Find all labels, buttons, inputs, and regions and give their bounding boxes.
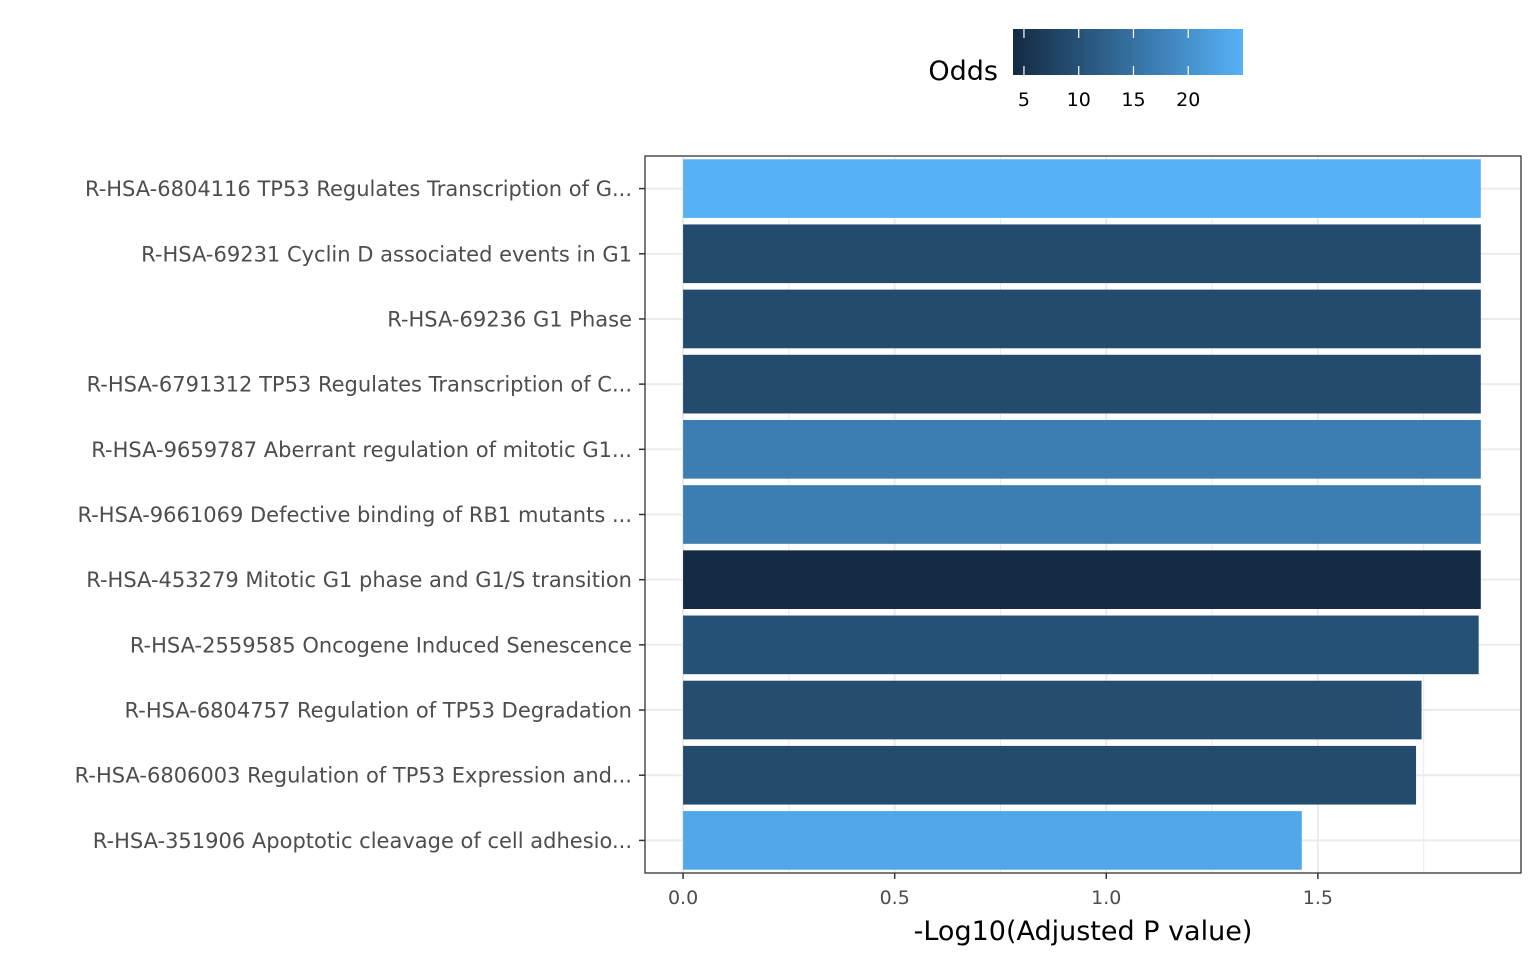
bars bbox=[683, 159, 1481, 870]
y-tick-label: R-HSA-6791312 TP53 Regulates Transcripti… bbox=[87, 373, 632, 397]
y-tick-label: R-HSA-2559585 Oncogene Induced Senescenc… bbox=[130, 633, 632, 657]
x-tick-label: 1.5 bbox=[1303, 887, 1333, 909]
y-tick-label: R-HSA-69236 G1 Phase bbox=[387, 307, 632, 331]
bar bbox=[683, 419, 1481, 479]
y-tick-label: R-HSA-69231 Cyclin D associated events i… bbox=[141, 242, 632, 266]
bar bbox=[683, 680, 1422, 740]
bar bbox=[683, 159, 1481, 218]
x-tick-label: 0.0 bbox=[668, 887, 698, 909]
colorbar-tick-label: 15 bbox=[1121, 89, 1145, 111]
bar bbox=[683, 485, 1481, 544]
y-tick-label: R-HSA-6804757 Regulation of TP53 Degrada… bbox=[125, 699, 632, 723]
colorbar-tick-label: 5 bbox=[1018, 89, 1030, 111]
y-tick-label: R-HSA-351906 Apoptotic cleavage of cell … bbox=[93, 829, 632, 853]
bar bbox=[683, 224, 1481, 284]
bar bbox=[683, 745, 1417, 805]
y-tick-label: R-HSA-9661069 Defective binding of RB1 m… bbox=[77, 503, 632, 527]
legend: Odds 5 10 15 20 bbox=[928, 29, 1243, 111]
y-tick-label: R-HSA-9659787 Aberrant regulation of mit… bbox=[91, 438, 632, 462]
bar bbox=[683, 354, 1481, 414]
bar bbox=[683, 289, 1481, 349]
colorbar-tick-label: 20 bbox=[1176, 89, 1200, 111]
bar bbox=[683, 550, 1481, 610]
y-tick-label: R-HSA-6806003 Regulation of TP53 Express… bbox=[75, 764, 632, 788]
y-tick-label: R-HSA-453279 Mitotic G1 phase and G1/S t… bbox=[86, 568, 632, 592]
x-tick-label: 0.5 bbox=[880, 887, 910, 909]
colorbar-ticks: 5 10 15 20 bbox=[1018, 29, 1200, 111]
colorbar bbox=[1013, 29, 1243, 75]
y-tick-label: R-HSA-6804116 TP53 Regulates Transcripti… bbox=[85, 177, 632, 201]
bar bbox=[683, 615, 1479, 675]
legend-title: Odds bbox=[928, 56, 998, 87]
y-axis: R-HSA-6804116 TP53 Regulates Transcripti… bbox=[75, 177, 645, 853]
x-axis: 0.0 0.5 1.0 1.5 bbox=[668, 873, 1333, 909]
colorbar-tick-label: 10 bbox=[1067, 89, 1091, 111]
bar bbox=[683, 811, 1302, 870]
x-tick-label: 1.0 bbox=[1091, 887, 1121, 909]
x-axis-title: -Log10(Adjusted P value) bbox=[914, 916, 1253, 947]
